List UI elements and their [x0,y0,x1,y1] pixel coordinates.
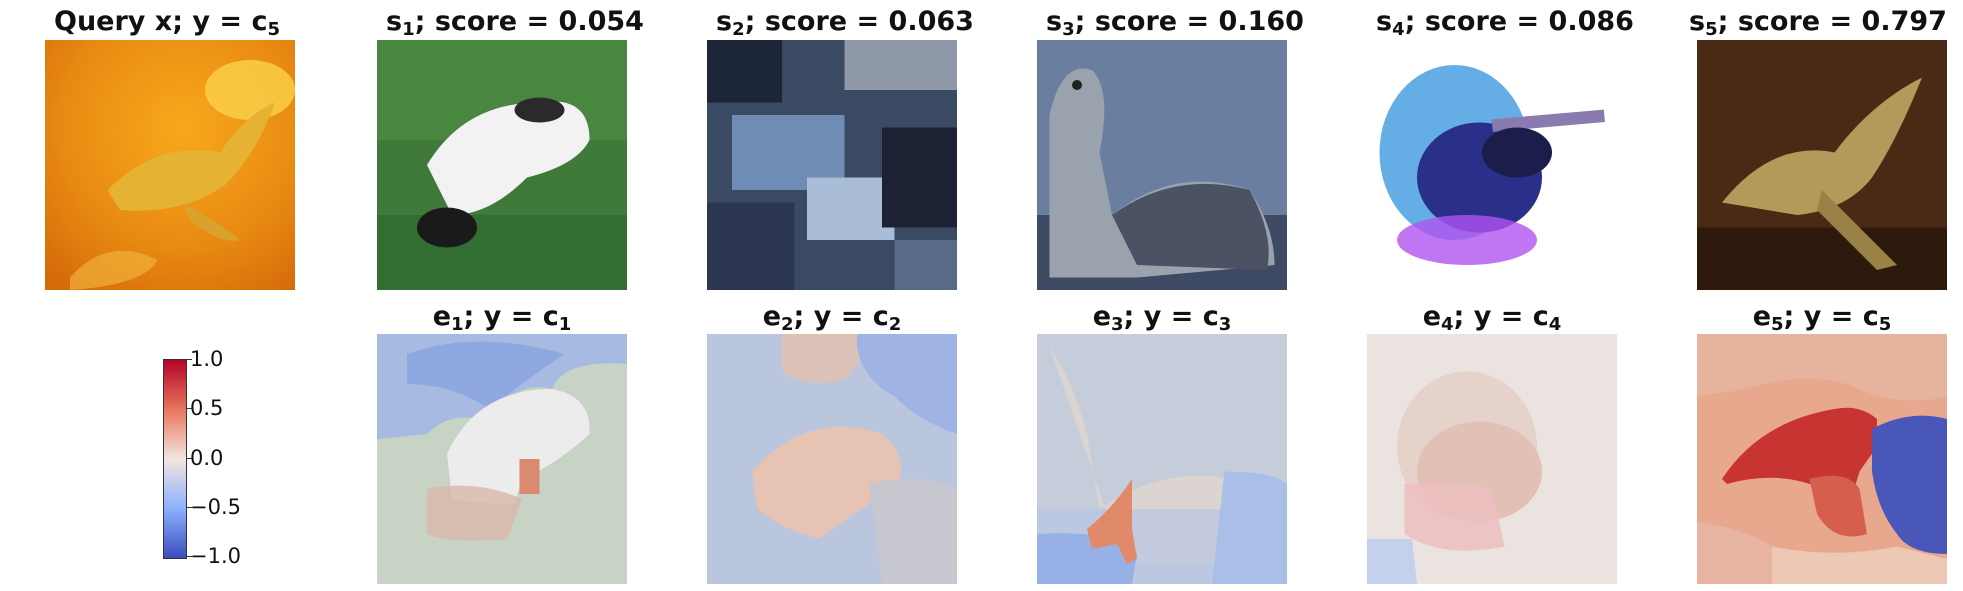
sample-4-image [1367,40,1617,290]
colorbar [163,359,187,559]
sample-2-image [707,40,957,290]
colorbar-tick [186,507,192,508]
explanation-4-title: e4; y = c4 [1422,301,1562,335]
query-image [45,40,295,290]
explanation-5-title: e5; y = c5 [1752,301,1892,335]
colorbar-label-min: −1.0 [190,544,241,568]
query-title: Query x; y = c5 [54,6,280,40]
colorbar-label-max: 1.0 [190,347,224,371]
colorbar-label-zero: 0.0 [190,446,224,470]
colorbar-tick [186,359,192,360]
explanation-2-heatmap [707,334,957,584]
explanation-1-title: e1; y = c1 [432,301,572,335]
sample-3-image [1037,40,1287,290]
sample-1-title: s1; score = 0.054 [386,6,644,40]
sample-4-title: s4; score = 0.086 [1376,6,1634,40]
explanation-4-heatmap [1367,334,1617,584]
explanation-5-heatmap [1697,334,1947,584]
sample-5-title: s5; score = 0.797 [1689,6,1947,40]
explanation-3-title: e3; y = c3 [1092,301,1232,335]
explanation-3-heatmap [1037,334,1287,584]
explanation-1-heatmap [377,334,627,584]
sample-5-image [1697,40,1947,290]
sample-3-title: s3; score = 0.160 [1046,6,1304,40]
explanation-2-title: e2; y = c2 [762,301,902,335]
colorbar-label-half: 0.5 [190,396,224,420]
colorbar-tick [186,556,192,557]
colorbar-tick [186,458,192,459]
colorbar-tick [186,408,192,409]
sample-2-title: s2; score = 0.063 [716,6,974,40]
sample-1-image [377,40,627,290]
colorbar-label-neg-half: −0.5 [190,495,241,519]
